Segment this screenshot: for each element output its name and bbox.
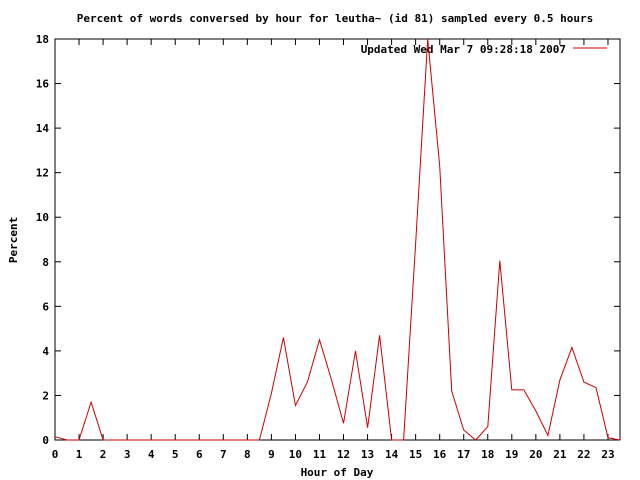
x-tick-label: 2 [100, 448, 107, 461]
x-tick-label: 12 [337, 448, 350, 461]
x-tick-label: 19 [505, 448, 518, 461]
x-tick-label: 0 [52, 448, 59, 461]
y-tick-label: 12 [36, 167, 49, 180]
x-axis: 0 1 2 3 4 5 6 7 8 9 10 11 12 13 14 15 16 17 18 19 20 21 22 23 [52, 39, 615, 461]
x-axis-label: Hour of Day [301, 466, 374, 479]
y-tick-label: 4 [42, 345, 49, 358]
legend-label: Updated Wed Mar 7 09:28:18 2007 [361, 43, 566, 56]
x-tick-label: 10 [289, 448, 302, 461]
x-tick-label: 5 [172, 448, 179, 461]
x-tick-label: 7 [220, 448, 227, 461]
x-tick-label: 21 [553, 448, 567, 461]
series-line [54, 38, 621, 441]
y-tick-label: 16 [36, 78, 50, 91]
x-tick-label: 8 [244, 448, 251, 461]
x-tick-label: 22 [577, 448, 590, 461]
x-tick-label: 14 [385, 448, 399, 461]
x-tick-label: 20 [529, 448, 542, 461]
x-tick-label: 6 [196, 448, 203, 461]
x-tick-label: 4 [148, 448, 155, 461]
x-tick-label: 17 [457, 448, 470, 461]
legend: Updated Wed Mar 7 09:28:18 2007 [361, 43, 607, 56]
x-tick-label: 18 [481, 448, 494, 461]
y-tick-label: 10 [36, 211, 49, 224]
y-tick-label: 6 [42, 300, 49, 313]
x-tick-label: 13 [361, 448, 374, 461]
x-tick-label: 11 [313, 448, 327, 461]
plot-frame [54, 38, 621, 441]
y-tick-label: 8 [42, 256, 49, 269]
y-axis-label: Percent [7, 217, 20, 263]
x-tick-label: 15 [409, 448, 422, 461]
y-tick-label: 18 [36, 33, 49, 46]
x-tick-label: 9 [268, 448, 275, 461]
y-tick-label: 0 [42, 434, 49, 447]
x-tick-label: 3 [124, 448, 131, 461]
chart-title: Percent of words conversed by hour for l… [77, 12, 594, 25]
y-tick-label: 14 [36, 122, 50, 135]
x-tick-label: 1 [76, 448, 83, 461]
x-tick-label: 16 [433, 448, 447, 461]
x-tick-label: 23 [601, 448, 614, 461]
y-tick-label: 2 [42, 389, 49, 402]
y-axis: 0 2 4 6 8 10 12 14 16 18 [36, 33, 620, 447]
